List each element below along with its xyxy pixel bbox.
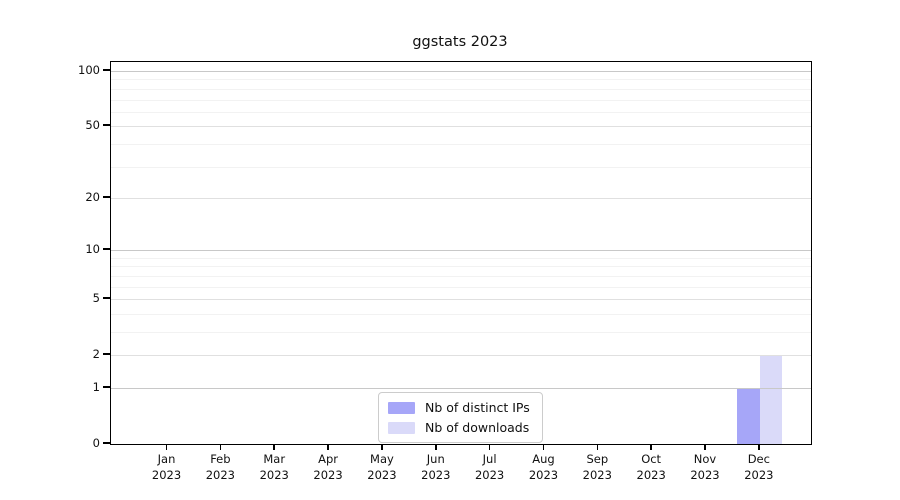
y-tick-mark (103, 353, 110, 356)
x-tick-month: Jul (482, 452, 497, 466)
gridline-minor (111, 99, 811, 101)
plot-area (110, 61, 812, 445)
x-tick-year: 2023 (474, 468, 505, 482)
y-tick-label-1: 1 (92, 379, 100, 394)
y-tick-mark (103, 69, 110, 71)
x-tick-label-feb: Feb 2023 (188, 451, 252, 483)
x-tick-label-sep: Sep 2023 (565, 451, 629, 483)
x-tick-year: 2023 (636, 468, 666, 482)
y-tick-mark (103, 386, 110, 388)
gridline-major (111, 387, 811, 389)
y-tick-label-20: 20 (85, 189, 100, 204)
x-tick-mark (219, 444, 222, 451)
x-tick-year: 2023 (259, 468, 289, 482)
x-tick-year: 2023 (582, 468, 612, 482)
y-tick-label-5: 5 (92, 291, 100, 306)
x-tick-mark (488, 444, 491, 451)
gridline-major (111, 197, 811, 199)
gridline-minor (111, 257, 811, 259)
y-tick-label-50: 50 (85, 118, 100, 133)
x-tick-label-jul: Jul 2023 (458, 451, 522, 483)
gridline-minor (111, 143, 811, 145)
x-tick-mark (434, 444, 437, 451)
x-tick-mark (650, 444, 652, 451)
x-tick-label-aug: Aug 2023 (511, 451, 575, 483)
y-tick-mark (103, 248, 110, 251)
x-tick-year: 2023 (690, 468, 720, 482)
gridline-minor (111, 88, 811, 90)
x-tick-month: Sep (586, 452, 609, 466)
gridline-minor (111, 313, 811, 315)
x-tick-year: 2023 (313, 468, 343, 482)
legend-label: Nb of distinct IPs (425, 400, 530, 415)
legend-swatch-nb-of-downloads (388, 421, 415, 434)
x-tick-month: Dec (747, 452, 770, 466)
x-tick-label-may: May 2023 (350, 451, 414, 483)
x-tick-mark (758, 444, 760, 451)
x-tick-label-jan: Jan 2023 (135, 451, 199, 483)
y-tick-label-100: 100 (78, 63, 100, 78)
gridline-major (111, 250, 811, 252)
y-tick-mark (103, 196, 110, 198)
x-tick-mark (704, 444, 706, 451)
x-tick-month: Feb (210, 452, 231, 466)
y-tick-mark (103, 297, 110, 299)
y-tick-label-0: 0 (92, 436, 100, 450)
x-tick-mark (165, 444, 168, 451)
legend-swatch-nb-of-distinct-ips (388, 401, 415, 414)
x-tick-label-dec: Dec 2023 (727, 451, 791, 483)
legend-label: Nb of downloads (425, 420, 530, 435)
x-tick-mark (273, 444, 276, 451)
gridline-major (111, 126, 811, 128)
x-tick-month: Jun (426, 452, 445, 466)
x-tick-mark (542, 444, 545, 451)
x-tick-label-nov: Nov 2023 (673, 451, 737, 483)
gridline-minor (111, 266, 811, 268)
y-tick-label-10: 10 (85, 242, 100, 257)
x-tick-month: Oct (641, 452, 662, 466)
x-tick-label-oct: Oct 2023 (619, 451, 683, 483)
x-tick-year: 2023 (744, 468, 774, 482)
y-tick-mark (103, 442, 110, 444)
x-tick-mark (381, 444, 383, 451)
x-tick-month: Aug (532, 452, 555, 466)
x-tick-mark (327, 444, 329, 451)
gridline-minor (111, 166, 811, 168)
gridline-minor (111, 331, 811, 333)
x-tick-label-jun: Jun 2023 (404, 451, 468, 483)
x-tick-label-mar: Mar 2023 (242, 451, 306, 483)
x-tick-month: Nov (693, 452, 717, 466)
gridline-minor (111, 286, 811, 288)
x-tick-month: Apr (318, 452, 339, 466)
gridline-minor (111, 275, 811, 277)
bar-nb-of-downloads-dec-2023 (759, 355, 783, 444)
x-tick-year: 2023 (205, 468, 236, 482)
x-tick-label-apr: Apr 2023 (296, 451, 360, 483)
x-tick-mark (596, 444, 599, 451)
gridline-minor (111, 111, 811, 113)
x-tick-month: Jan (157, 452, 176, 466)
legend: Nb of distinct IPs Nb of downloads (378, 392, 543, 443)
legend-item-nb-of-distinct-ips: Nb of distinct IPs (388, 399, 530, 416)
gridline-major (111, 299, 811, 301)
chart-title: ggstats 2023 (412, 34, 508, 50)
x-tick-month: May (370, 452, 394, 466)
x-tick-year: 2023 (367, 468, 397, 482)
legend-item-nb-of-downloads: Nb of downloads (388, 419, 530, 436)
x-tick-year: 2023 (421, 468, 451, 482)
y-tick-mark (103, 124, 110, 127)
gridline-major (111, 355, 811, 357)
gridline-major (111, 71, 811, 73)
x-tick-month: Mar (263, 452, 286, 466)
bar-nb-of-distinct-ips-dec-2023 (737, 387, 760, 444)
x-tick-year: 2023 (151, 468, 182, 482)
gridline-minor (111, 79, 811, 81)
x-tick-year: 2023 (528, 468, 559, 482)
y-tick-label-2: 2 (92, 347, 100, 362)
